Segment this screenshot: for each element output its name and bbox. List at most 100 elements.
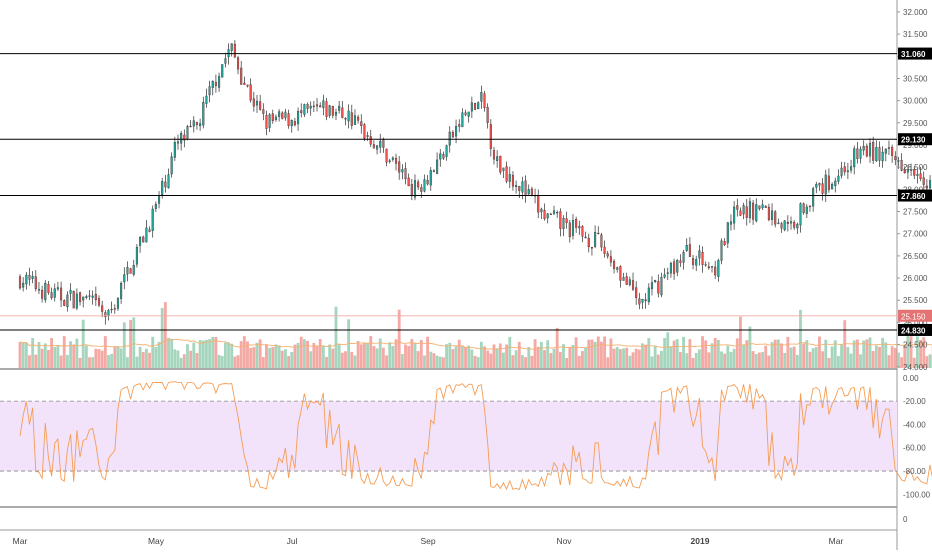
volume-bar [75, 339, 78, 368]
volume-bar [60, 356, 63, 368]
candle-body [626, 277, 628, 285]
candle-body [455, 126, 457, 136]
volume-bar [445, 344, 448, 368]
volume-bar [158, 342, 161, 368]
candle-body [654, 280, 656, 282]
price-tick-label: 29.500 [903, 119, 928, 128]
candle-body [51, 292, 53, 297]
candle-body [67, 295, 69, 307]
candle-body [231, 44, 233, 51]
volume-bar [354, 355, 357, 368]
candle-body [819, 183, 821, 185]
candle-body [146, 228, 148, 242]
candle-body [465, 113, 467, 115]
candle-body [815, 184, 817, 187]
volume-bar [521, 355, 524, 368]
candle-body [322, 101, 324, 108]
candle-body [335, 112, 337, 115]
volume-bar [256, 343, 259, 368]
volume-bar [786, 337, 789, 368]
candle-body [215, 82, 217, 86]
candle-body [117, 298, 119, 309]
candle-body [253, 99, 255, 106]
candle-body [149, 230, 151, 232]
candle-body [487, 107, 489, 122]
volume-bar [568, 347, 571, 368]
candle-body [838, 176, 840, 182]
volume-bar [562, 344, 565, 368]
volume-bar [483, 346, 486, 368]
candle-body [667, 273, 669, 274]
candle-body [642, 299, 644, 302]
volume-bar [518, 342, 521, 368]
level-label: 24.830 [901, 326, 926, 335]
candle-body [357, 117, 359, 120]
candle-body [142, 237, 144, 242]
volume-bar [316, 346, 319, 368]
volume-bar [644, 345, 647, 368]
candle-body [759, 206, 761, 209]
volume-bar [828, 358, 831, 368]
candle-body [689, 245, 691, 257]
candle-body [680, 261, 682, 263]
volume-bar [268, 348, 271, 368]
candle-body [676, 260, 678, 272]
candle-body [559, 212, 561, 229]
candle-body [825, 175, 827, 194]
volume-bar [129, 320, 132, 368]
candle-body [32, 276, 34, 278]
candle-body [364, 124, 366, 138]
volume-bar [28, 355, 31, 368]
candle-body [338, 106, 340, 110]
volume-bar [410, 339, 413, 368]
volume-bar [101, 351, 104, 368]
price-tick-label: 32.000 [903, 8, 928, 17]
candle-body [54, 289, 56, 298]
volume-bar [259, 339, 262, 368]
volume-bar [802, 344, 805, 368]
candle-body [632, 280, 634, 289]
candle-body [76, 294, 78, 308]
candle-body [923, 178, 925, 185]
volume-bar [233, 357, 236, 368]
price-tick-label: 27.500 [903, 208, 928, 217]
volume-bar [540, 342, 543, 368]
volume-bar [638, 350, 641, 368]
volume-bar [660, 351, 663, 368]
price-tick-label: 27.000 [903, 230, 928, 239]
candle-body [736, 205, 738, 209]
candle-body [597, 233, 599, 234]
volume-bar [439, 357, 442, 368]
volume-bar [404, 345, 407, 368]
volume-bar [549, 353, 552, 368]
oscillator-tick-label: -60.00 [903, 444, 926, 453]
candle-body [787, 222, 789, 224]
price-tick-label: 24.500 [903, 341, 928, 350]
candle-body [800, 204, 802, 225]
candle-body [443, 154, 445, 158]
volume-bar [527, 347, 530, 368]
candle-body [269, 115, 271, 128]
candle-body [629, 280, 631, 285]
candle-body [850, 166, 852, 170]
candle-body [803, 204, 805, 213]
volume-bar [420, 340, 423, 368]
volume-bar [414, 343, 417, 368]
volume-bar [726, 346, 729, 368]
candle-body [57, 288, 59, 289]
volume-bar [679, 352, 682, 368]
candle-body [430, 170, 432, 185]
volume-bar [107, 355, 110, 368]
volume-bar [758, 353, 761, 368]
candle-body [405, 168, 407, 179]
volume-bar [632, 352, 635, 368]
candle-body [60, 288, 62, 300]
candle-body [307, 104, 309, 109]
volume-bar [135, 357, 138, 368]
volume-bar [609, 338, 612, 368]
candle-body [711, 266, 713, 267]
candle-body [746, 207, 748, 218]
volume-bar [790, 348, 793, 368]
volume-bar [846, 347, 849, 368]
volume-bar [357, 341, 360, 368]
